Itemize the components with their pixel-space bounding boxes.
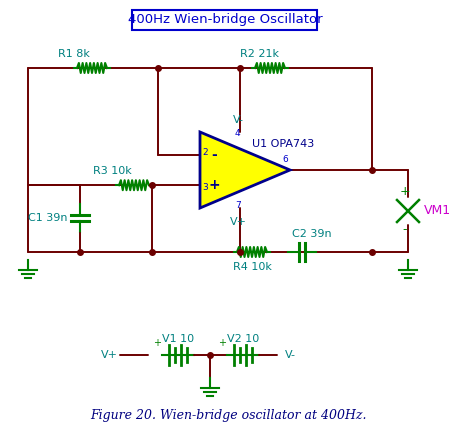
Text: R3 10k: R3 10k bbox=[92, 166, 131, 176]
Text: V+: V+ bbox=[229, 217, 246, 227]
Text: 3: 3 bbox=[202, 183, 207, 192]
Text: VM1: VM1 bbox=[423, 205, 450, 218]
Text: 2: 2 bbox=[202, 148, 207, 157]
FancyBboxPatch shape bbox=[132, 10, 317, 30]
Text: R2 21k: R2 21k bbox=[240, 49, 279, 59]
Text: V1 10: V1 10 bbox=[162, 334, 194, 344]
Text: R1 8k: R1 8k bbox=[58, 49, 90, 59]
Text: -: - bbox=[402, 224, 406, 236]
Polygon shape bbox=[200, 132, 289, 208]
Text: V+: V+ bbox=[101, 350, 118, 360]
Text: +: + bbox=[153, 338, 161, 348]
Text: +: + bbox=[399, 185, 410, 199]
Text: +: + bbox=[208, 178, 219, 192]
Text: Figure 20. Wien-bridge oscillator at 400Hz.: Figure 20. Wien-bridge oscillator at 400… bbox=[90, 408, 365, 421]
Text: V2 10: V2 10 bbox=[227, 334, 258, 344]
Text: C1 39n: C1 39n bbox=[28, 213, 68, 223]
Text: 6: 6 bbox=[281, 156, 287, 165]
Text: 7: 7 bbox=[234, 202, 240, 211]
Text: V-: V- bbox=[232, 115, 243, 125]
Text: -: - bbox=[211, 148, 217, 162]
Text: R4 10k: R4 10k bbox=[232, 262, 271, 272]
Text: C2 39n: C2 39n bbox=[292, 229, 331, 239]
Text: V-: V- bbox=[284, 350, 295, 360]
Text: +: + bbox=[217, 338, 226, 348]
Text: U1 OPA743: U1 OPA743 bbox=[252, 139, 313, 149]
Text: 400Hz Wien-bridge Oscillator: 400Hz Wien-bridge Oscillator bbox=[127, 13, 322, 27]
Text: 4: 4 bbox=[234, 129, 240, 138]
